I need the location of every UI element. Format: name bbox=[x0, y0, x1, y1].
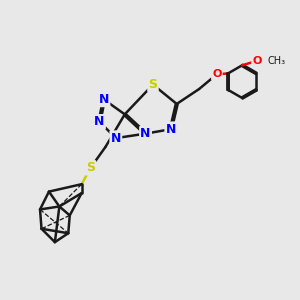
Text: N: N bbox=[140, 127, 151, 140]
Text: O: O bbox=[212, 69, 222, 79]
Text: CH₃: CH₃ bbox=[267, 56, 286, 66]
Text: N: N bbox=[166, 123, 176, 136]
Text: N: N bbox=[111, 132, 121, 145]
Text: N: N bbox=[94, 115, 105, 128]
Text: S: S bbox=[86, 161, 95, 174]
Text: O: O bbox=[252, 56, 262, 66]
Text: N: N bbox=[99, 93, 109, 106]
Text: S: S bbox=[148, 78, 158, 91]
